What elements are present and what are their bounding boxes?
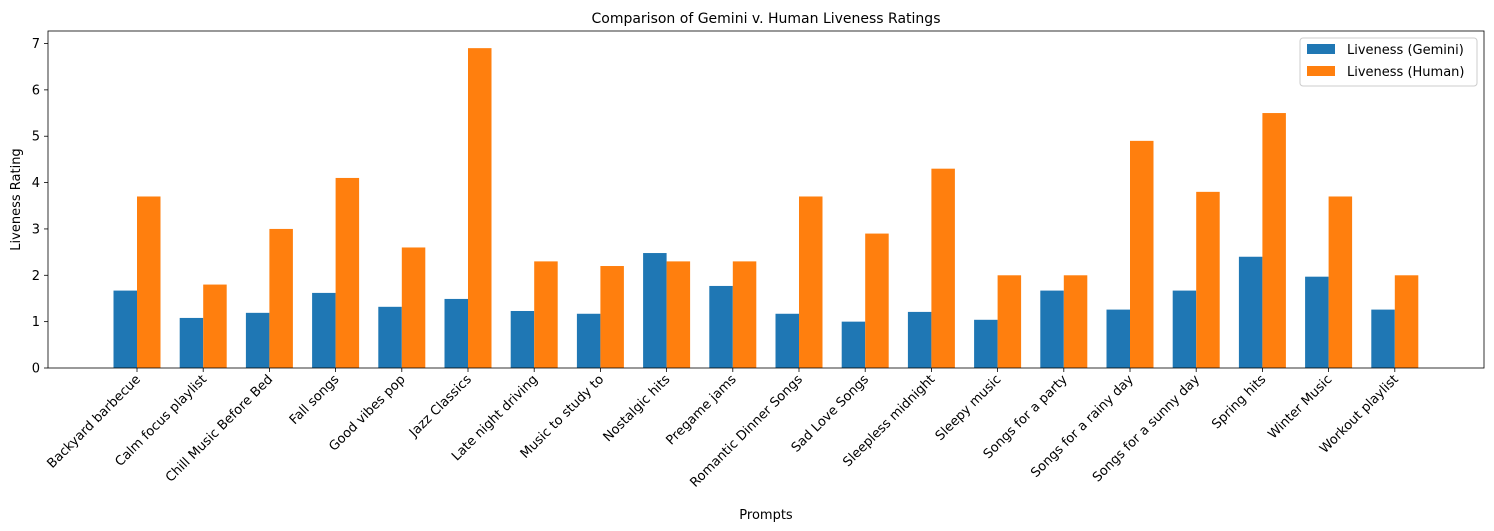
y-tick-label: 4: [32, 176, 40, 191]
bar-gemini: [709, 285, 733, 368]
legend-swatch-gemini: [1307, 44, 1335, 54]
bar-human: [335, 177, 360, 368]
bar-human: [666, 261, 691, 368]
y-tick-label: 7: [32, 37, 40, 52]
x-tick-label: Romantic Dinner Songs: [688, 372, 806, 490]
chart-title: Comparison of Gemini v. Human Liveness R…: [591, 11, 940, 27]
bar-human: [997, 275, 1022, 368]
bar-human: [732, 261, 757, 368]
bar-human: [600, 266, 624, 368]
x-tick-label: Sleepy music: [933, 372, 1005, 444]
bar-gemini: [974, 319, 998, 368]
bar-gemini: [179, 317, 204, 368]
y-tick-label: 5: [32, 130, 40, 145]
bar-gemini: [1238, 256, 1263, 368]
y-tick-label: 2: [32, 269, 40, 284]
bar-gemini: [1172, 290, 1197, 368]
plot-frame: [47, 30, 1485, 369]
y-tick-label: 6: [32, 83, 40, 98]
y-tick-label: 3: [32, 222, 40, 237]
bar-gemini: [312, 292, 336, 368]
legend-frame: [1299, 37, 1478, 87]
x-tick-label: Nostalgic hits: [601, 372, 674, 445]
bar-gemini: [113, 290, 137, 368]
bar-gemini: [1040, 290, 1064, 368]
x-axis-label: Prompts: [739, 508, 793, 523]
legend-label-gemini: Liveness (Gemini): [1347, 43, 1464, 58]
bar-gemini: [1371, 309, 1395, 368]
bar-human: [269, 228, 293, 368]
bar-gemini: [576, 313, 601, 368]
bar-human: [203, 284, 227, 368]
bar-human: [1328, 196, 1353, 368]
bar-human: [1063, 275, 1088, 368]
bar-human: [1262, 113, 1286, 368]
bar-human: [468, 48, 492, 368]
bar-human: [137, 196, 161, 368]
bar-gemini: [510, 310, 535, 368]
bar-gemini: [841, 321, 866, 368]
bar-human: [401, 247, 426, 368]
legend: Liveness (Gemini) Liveness (Human): [1299, 37, 1478, 87]
y-tick-label: 1: [32, 315, 40, 330]
bar-human: [1394, 275, 1419, 368]
bars-group: [113, 48, 1419, 368]
bar-human: [1196, 191, 1220, 368]
x-tick-label: Pregame jams: [663, 372, 739, 448]
bar-gemini: [245, 312, 270, 368]
x-tick-label: Songs for a sunny day: [1090, 372, 1203, 485]
x-tick-label: Spring hits: [1209, 372, 1269, 432]
bar-human: [1130, 140, 1154, 368]
bar-human: [534, 261, 558, 368]
bar-gemini: [1305, 276, 1329, 368]
y-axis: 0 1 2 3 4 5 6 7: [32, 37, 48, 377]
y-tick-label: 0: [32, 362, 40, 377]
bar-gemini: [643, 253, 667, 368]
legend-label-human: Liveness (Human): [1347, 65, 1465, 80]
bar-gemini: [444, 298, 468, 368]
bar-gemini: [1106, 309, 1130, 368]
y-axis-label: Liveness Rating: [9, 148, 24, 250]
legend-swatch-human: [1307, 66, 1335, 76]
bar-human: [931, 168, 955, 368]
bar-gemini: [775, 313, 799, 368]
bar-gemini: [378, 306, 402, 368]
x-tick-label: Winter Music: [1265, 372, 1335, 442]
x-tick-label: Fall songs: [287, 372, 343, 428]
bar-gemini: [907, 311, 932, 368]
bar-human: [799, 196, 823, 368]
bar-human: [865, 233, 889, 368]
x-tick-label: Jazz Classics: [406, 372, 475, 441]
x-tick-label: Chill Music Before Bed: [163, 372, 276, 485]
